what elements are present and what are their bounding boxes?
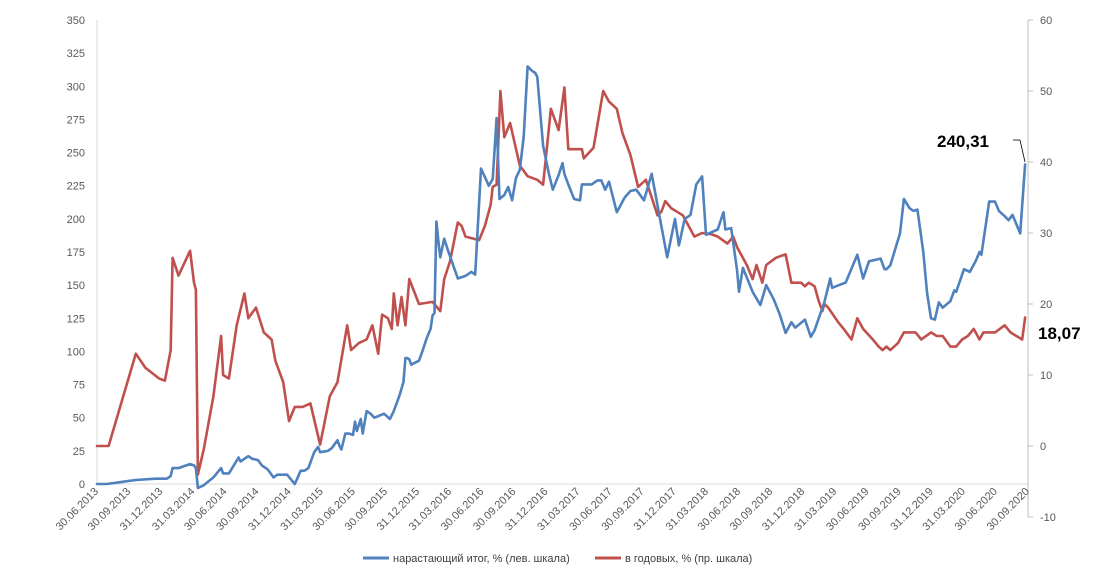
right-tick-label: 50: [1040, 86, 1052, 98]
right-tick-label: 60: [1040, 15, 1052, 27]
series-line-cumulative: [95, 65, 1027, 490]
left-tick-label: 250: [67, 148, 85, 160]
right-axis-ticks: -10 0 10 20 30 40 50 60: [1028, 15, 1056, 524]
left-tick-label: 325: [67, 48, 85, 60]
callout-leader-cumulative-diagonal: [1019, 139, 1026, 163]
left-tick-label: 25: [73, 446, 85, 458]
x-axis-ticks: 30.06.201330.09.201331.12.201331.03.2014…: [54, 486, 1032, 533]
left-axis-ticks: 0 25 50 75 100 125 150 175 200 225 250 275 300 325 350: [67, 15, 85, 491]
left-tick-label: 150: [67, 280, 85, 292]
series-line-annual: [95, 86, 1027, 476]
left-tick-label: 125: [67, 313, 85, 325]
callout-annual-value: 18,07: [1038, 324, 1081, 343]
right-tick-label: 0: [1040, 441, 1046, 453]
legend-label-cumulative: нарастающий итог, % (лев. шкала): [393, 553, 570, 565]
left-tick-label: 275: [67, 114, 85, 126]
right-tick-label: 10: [1040, 370, 1052, 382]
left-tick-label: 200: [67, 214, 85, 226]
left-tick-label: 350: [67, 15, 85, 27]
legend-label-annual: в годовых, % (пр. шкала): [625, 553, 752, 565]
right-tick-label: 20: [1040, 299, 1052, 311]
left-tick-label: 0: [79, 479, 85, 491]
right-tick-label: 30: [1040, 228, 1052, 240]
legend: нарастающий итог, % (лев. шкала) в годов…: [363, 553, 752, 565]
series-layer: [95, 65, 1027, 490]
left-tick-label: 175: [67, 247, 85, 259]
left-tick-label: 300: [67, 81, 85, 93]
right-tick-label: 40: [1040, 157, 1052, 169]
right-tick-label: -10: [1040, 512, 1056, 524]
left-tick-label: 75: [73, 380, 85, 392]
callout-cumulative-value: 240,31: [937, 132, 989, 151]
left-tick-label: 100: [67, 346, 85, 358]
left-tick-label: 225: [67, 181, 85, 193]
left-tick-label: 50: [73, 413, 85, 425]
